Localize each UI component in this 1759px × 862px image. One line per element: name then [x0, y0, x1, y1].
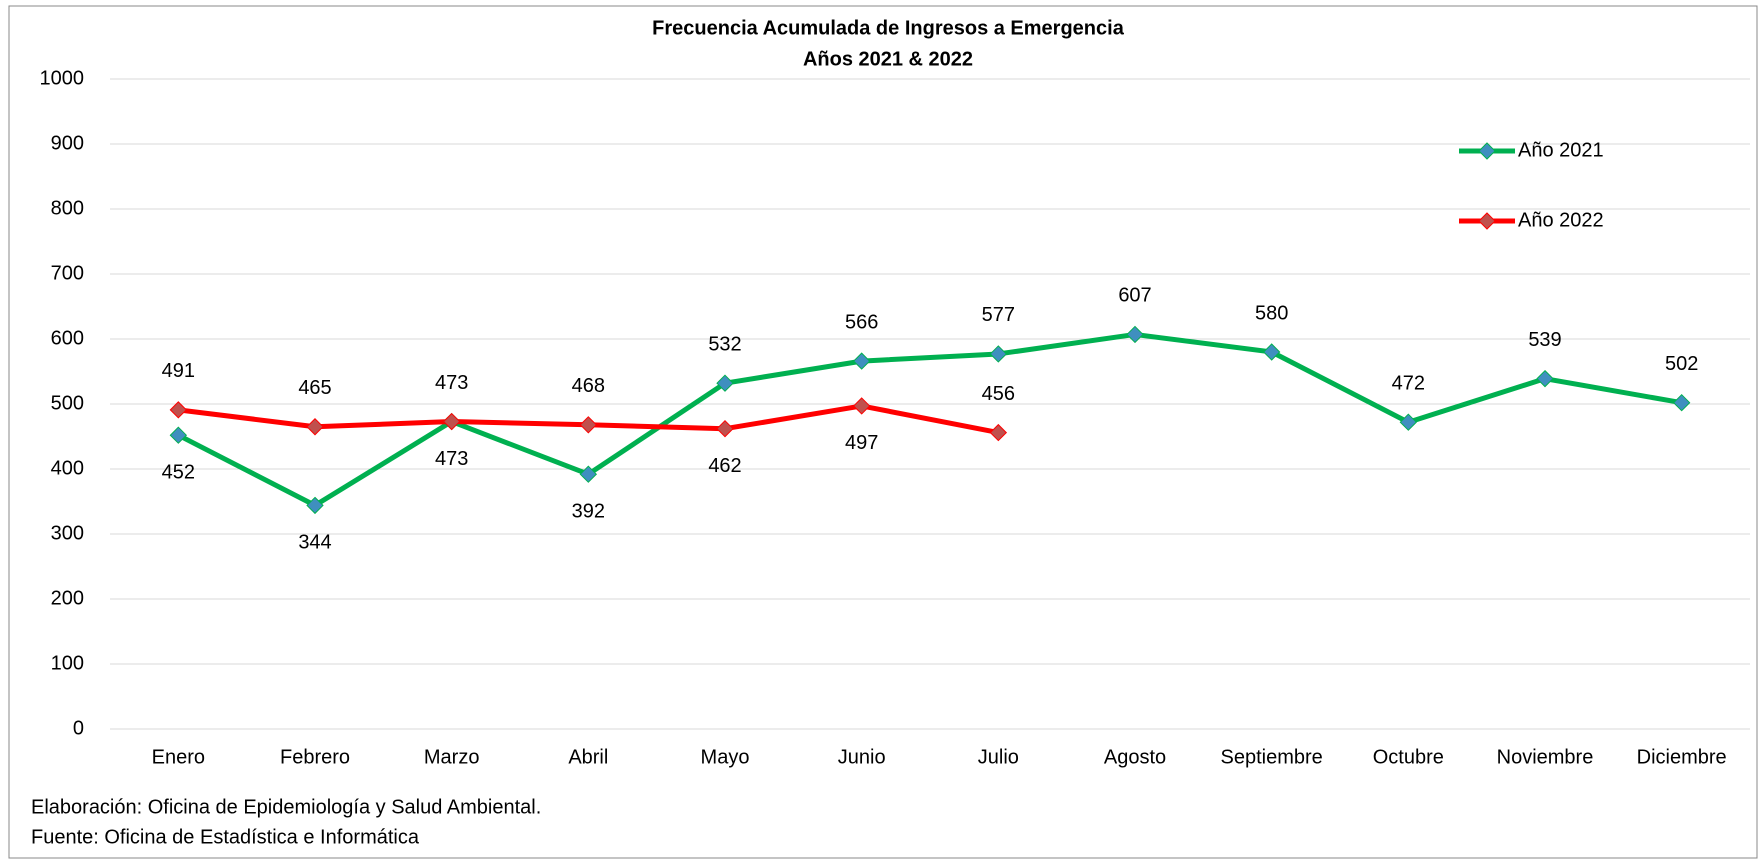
x-tick-label: Octubre: [1373, 746, 1444, 768]
series-line: [177, 331, 1683, 508]
marker: [442, 412, 461, 431]
y-tick-label: 300: [51, 522, 84, 544]
y-tick-label: 100: [51, 652, 84, 674]
y-tick-label: 0: [73, 717, 84, 739]
y-tick-label: 500: [51, 392, 84, 414]
y-tick-label: 600: [51, 327, 84, 349]
legend-marker: [1478, 212, 1496, 230]
data-label: 392: [572, 500, 605, 522]
y-tick-label: 700: [51, 262, 84, 284]
marker: [306, 496, 324, 515]
y-tick-label: 900: [51, 132, 84, 154]
x-tick-label: Mayo: [701, 746, 750, 768]
data-label: 497: [845, 432, 878, 454]
x-tick-label: Junio: [838, 746, 886, 768]
y-tick-label: 1000: [40, 67, 85, 89]
x-tick-label: Marzo: [424, 746, 480, 768]
legend-label: Año 2022: [1518, 209, 1604, 231]
marker: [852, 397, 871, 415]
marker: [169, 426, 188, 444]
note: Fuente: Oficina de Estadística e Informá…: [31, 826, 420, 848]
chart-title: Frecuencia Acumulada de Ingresos a Emerg…: [652, 17, 1125, 39]
marker: [989, 345, 1008, 363]
x-tick-label: Enero: [152, 746, 205, 768]
marker: [1672, 393, 1691, 412]
data-label: 468: [572, 375, 605, 397]
marker: [579, 416, 598, 434]
chart-border: [8, 5, 1758, 859]
chart-subtitle: Años 2021 & 2022: [803, 48, 973, 70]
data-label: 452: [162, 461, 195, 483]
data-label: 456: [982, 383, 1015, 405]
y-tick-label: 200: [51, 587, 84, 609]
marker: [169, 401, 188, 419]
x-tick-label: Noviembre: [1497, 746, 1594, 768]
marker: [1399, 413, 1418, 431]
y-tick-label: 400: [51, 457, 84, 479]
legend-label: Año 2021: [1518, 139, 1604, 161]
data-label: 566: [845, 311, 878, 333]
data-label: 532: [708, 333, 741, 355]
x-tick-label: Diciembre: [1637, 746, 1727, 768]
data-label: 539: [1528, 329, 1561, 351]
data-label: 472: [1392, 372, 1425, 394]
data-label: 344: [298, 532, 331, 554]
legend-marker: [1478, 142, 1496, 160]
marker: [1536, 369, 1554, 388]
x-tick-label: Septiembre: [1221, 746, 1323, 768]
marker: [1262, 343, 1281, 361]
note: Elaboración: Oficina de Epidemiología y …: [31, 796, 541, 818]
data-label: 462: [708, 455, 741, 477]
data-label: 473: [435, 448, 468, 470]
x-tick-label: Abril: [568, 746, 608, 768]
data-label: 465: [298, 377, 331, 399]
data-label: 607: [1118, 285, 1151, 307]
x-tick-label: Febrero: [280, 746, 350, 768]
data-label: 577: [982, 304, 1015, 326]
marker: [716, 374, 734, 392]
data-label: 580: [1255, 302, 1288, 324]
marker: [1126, 325, 1144, 344]
data-label: 491: [162, 360, 195, 382]
marker: [716, 419, 734, 438]
data-label: 473: [435, 372, 468, 394]
marker: [579, 465, 598, 483]
y-tick-label: 800: [51, 197, 84, 219]
x-tick-label: Julio: [978, 746, 1019, 768]
marker: [306, 418, 324, 436]
marker: [989, 423, 1008, 442]
marker: [852, 352, 871, 370]
x-tick-label: Agosto: [1104, 746, 1166, 768]
data-label: 502: [1665, 353, 1698, 375]
